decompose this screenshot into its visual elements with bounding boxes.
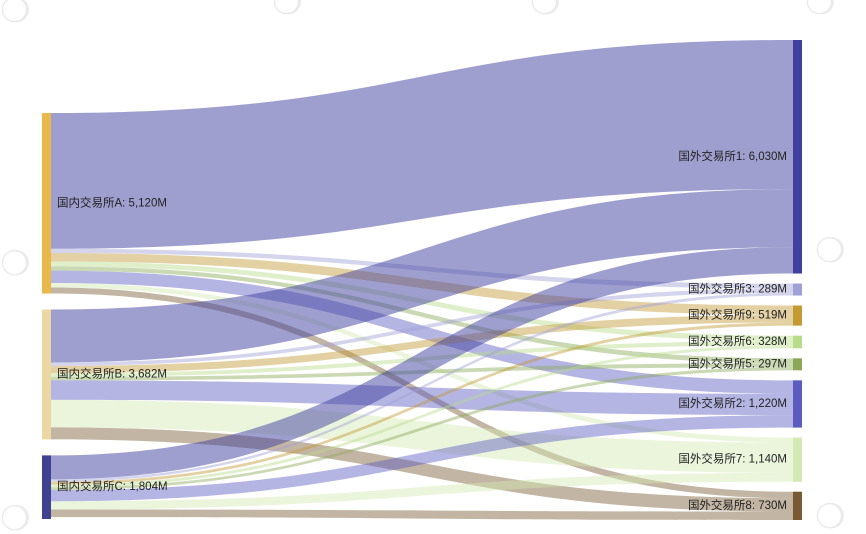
link-B-F1 <box>51 189 793 363</box>
link-B-F8 <box>51 427 793 512</box>
node-F5 <box>793 358 802 371</box>
nodes-layer <box>42 40 802 520</box>
node-F2 <box>793 380 802 428</box>
watermarks: ❍ ❍ ❍ ❍ ❍ ❍ ❍ ❍ <box>0 0 845 534</box>
link-A-F1 <box>51 40 793 249</box>
link-A-F2 <box>51 270 793 394</box>
link-C-F1 <box>51 247 793 480</box>
node-label-F2: 国外交易所2: 1,220M <box>678 396 787 410</box>
link-B-F9 <box>51 314 793 374</box>
node-F6 <box>793 335 802 349</box>
node-C <box>42 455 51 519</box>
node-F8 <box>793 491 802 520</box>
watermark: ❍ <box>0 244 30 284</box>
node-A <box>42 113 51 294</box>
node-label-F5: 国外交易所5: 297M <box>688 356 787 370</box>
node-label-F6: 国外交易所6: 328M <box>688 334 787 348</box>
node-B <box>42 309 51 440</box>
link-A-F5 <box>51 266 793 364</box>
link-B-F2 <box>51 380 793 416</box>
node-label-F9: 国外交易所9: 519M <box>688 308 787 322</box>
watermark: ❍ <box>272 0 302 23</box>
node-label-A: 国内交易所A: 5,120M <box>57 195 167 209</box>
link-B-F7 <box>51 399 793 473</box>
link-B-F3 <box>51 288 793 366</box>
link-C-F5 <box>51 367 793 491</box>
link-C-F9 <box>51 322 793 485</box>
watermark: ❍ <box>805 0 835 23</box>
link-C-F6 <box>51 345 793 488</box>
watermark: ❍ <box>530 0 560 23</box>
node-F1 <box>793 40 802 274</box>
labels-layer: 国内交易所A: 5,120M 国内交易所B: 3,682M 国内交易所C: 1,80… <box>57 149 787 512</box>
node-label-F8: 国外交易所8: 730M <box>688 498 787 512</box>
link-C-F7 <box>51 472 793 510</box>
node-F9 <box>793 305 802 326</box>
watermark: ❍ <box>815 231 845 271</box>
watermark: ❍ <box>815 497 845 534</box>
link-A-F8 <box>51 287 793 499</box>
links-layer <box>51 40 793 520</box>
node-label-F7: 国外交易所7: 1,140M <box>678 452 787 466</box>
node-label-F3: 国外交易所3: 289M <box>688 282 787 296</box>
watermark: ❍ <box>0 499 30 534</box>
link-C-F8 <box>51 509 793 520</box>
node-F7 <box>793 437 802 482</box>
link-C-F3 <box>51 292 793 482</box>
link-C-F2 <box>51 415 793 502</box>
node-label-C: 国内交易所C: 1,804M <box>57 479 168 493</box>
node-F3 <box>793 283 802 296</box>
watermark: ❍ <box>0 0 30 31</box>
node-label-F1: 国外交易所1: 6,030M <box>678 149 787 163</box>
node-label-B: 国内交易所B: 3,682M <box>57 366 167 380</box>
